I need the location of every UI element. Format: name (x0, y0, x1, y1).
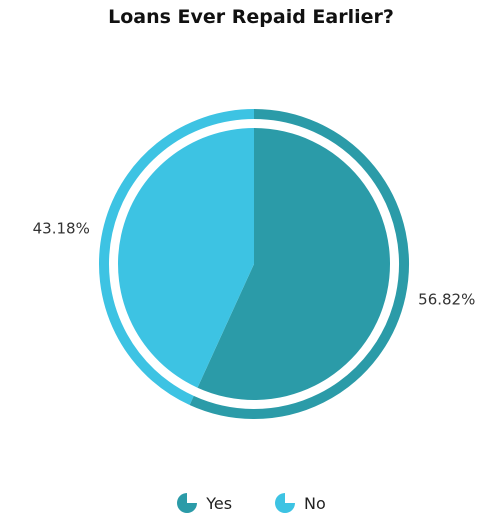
pie-slice-no[interactable] (118, 128, 254, 388)
legend-swatch-shape (275, 493, 296, 513)
legend-label-no: No (304, 493, 326, 513)
pie-slice-yes[interactable] (197, 128, 390, 400)
legend-swatch-no (275, 493, 296, 513)
legend-label-yes: Yes (206, 493, 233, 513)
slice-label-no: 43.18% (33, 219, 90, 237)
legend-item-no[interactable]: No (274, 492, 326, 514)
legend: Yes No (0, 492, 502, 514)
slice-label-yes: 56.82% (418, 291, 475, 309)
chart-title: Loans Ever Repaid Earlier? (108, 6, 394, 28)
legend-swatch-shape (177, 493, 198, 513)
label-pointer-yes (397, 289, 406, 301)
label-pointer-no (102, 227, 111, 239)
legend-item-yes[interactable]: Yes (176, 492, 232, 514)
legend-swatch-yes (177, 493, 198, 513)
